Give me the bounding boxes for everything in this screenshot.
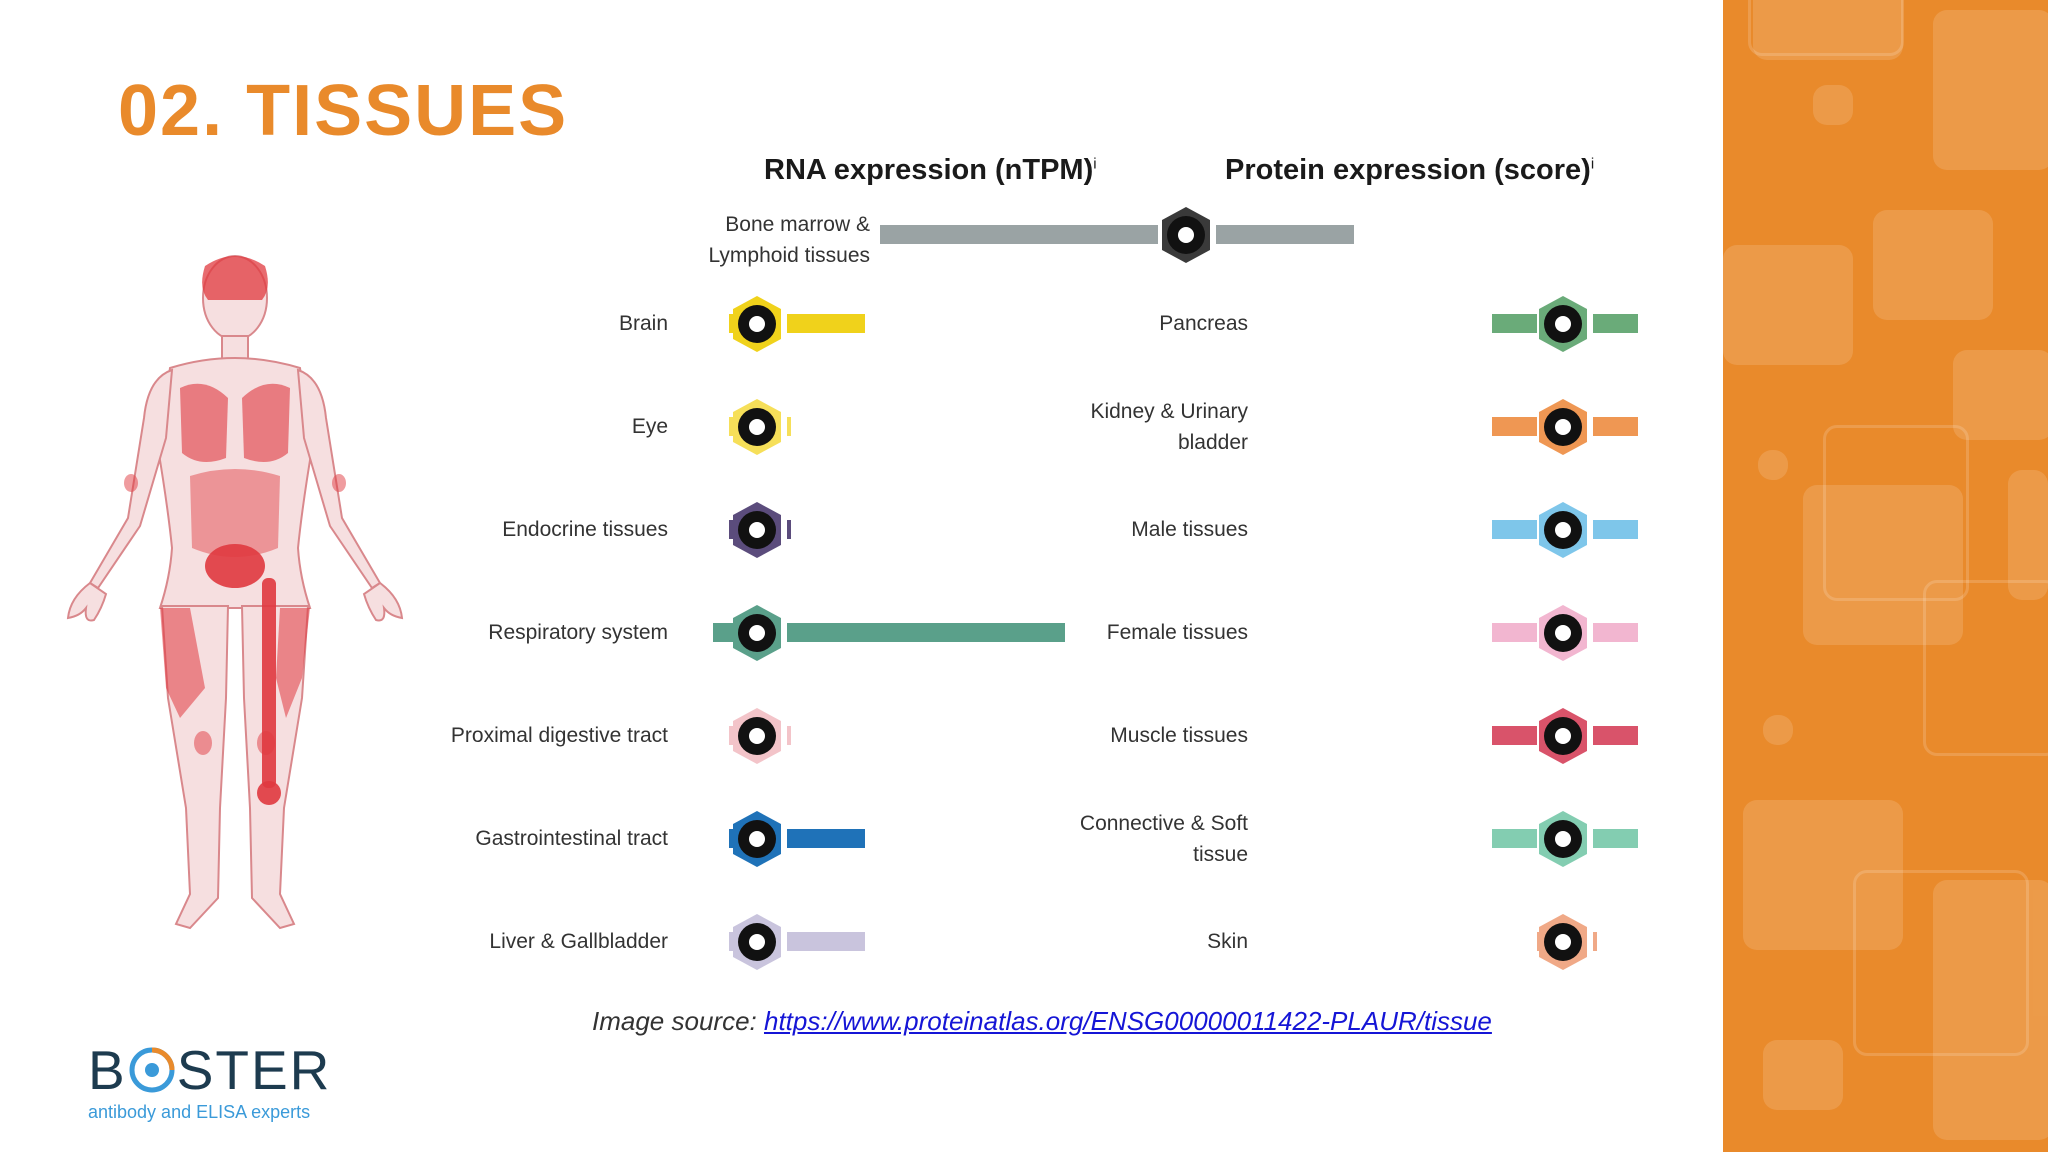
tissue-label-liver-gallbladder: Liver & Gallbladder <box>489 930 668 953</box>
male-tissue-icon <box>1533 500 1593 565</box>
lungs-icon <box>727 603 787 668</box>
protein-bar-left-kidney-urinary <box>1492 417 1537 436</box>
rna-bar-eye <box>787 417 791 436</box>
rna-bar-bone-marrow <box>880 225 1158 244</box>
logo-o-icon <box>129 1047 175 1093</box>
rna-bar-liver-gallbladder <box>787 932 865 951</box>
tissue-label-connective-soft: Connective & Soft tissue <box>1079 812 1248 866</box>
tissue-label-muscle-tissues: Muscle tissues <box>1110 724 1248 747</box>
tissue-label-proximal-digestive-tract: Proximal digestive tract <box>450 724 668 747</box>
image-source-link[interactable]: https://www.proteinatlas.org/ENSG0000001… <box>763 1006 1492 1036</box>
rna-bar-brain <box>787 314 865 333</box>
lymph-node-icon <box>1156 205 1216 270</box>
protein-bar-left-male-tissues <box>1492 520 1537 539</box>
orange-side-panel <box>1723 0 2048 1152</box>
tissue-label-eye: Eye <box>631 415 668 438</box>
protein-bar-connective-soft <box>1593 829 1638 848</box>
eye-icon <box>727 397 787 462</box>
protein-bar-bone-marrow <box>1216 225 1354 244</box>
protein-bar-kidney-urinary <box>1593 417 1638 436</box>
uterus-icon <box>1533 603 1593 668</box>
skin-icon <box>1533 912 1593 977</box>
rna-bar-endocrine-tissues <box>787 520 791 539</box>
rna-bar-respiratory-system <box>787 623 1065 642</box>
tissue-label-male-tissues: Male tissues <box>1131 518 1248 541</box>
tissue-label-endocrine-tissues: Endocrine tissues <box>502 518 668 541</box>
protein-bar-skin <box>1593 932 1597 951</box>
tissue-label-pancreas: Pancreas <box>1159 312 1248 335</box>
image-source-caption: Image source: https://www.proteinatlas.o… <box>592 1006 1492 1036</box>
protein-bar-left-pancreas <box>1492 314 1537 333</box>
protein-bar-female-tissues <box>1593 623 1638 642</box>
human-body-illustration <box>66 255 404 930</box>
connective-tissue-icon <box>1533 809 1593 874</box>
brain-icon <box>727 294 787 359</box>
thyroid-icon <box>727 500 787 565</box>
slide-title: 02. TISSUES <box>118 71 569 151</box>
liver-icon <box>727 912 787 977</box>
rna-expression-header: RNA expression (nTPM)i <box>764 154 1097 186</box>
tissue-label-respiratory-system: Respiratory system <box>488 621 668 644</box>
protein-expression-header: Protein expression (score)i <box>1225 154 1595 186</box>
boster-logo: B STER antibody and ELISA experts <box>88 1039 332 1122</box>
stomach-icon <box>727 809 787 874</box>
mouth-icon <box>727 706 787 771</box>
protein-bar-left-connective-soft <box>1492 829 1537 848</box>
protein-bar-pancreas <box>1593 314 1638 333</box>
tissue-label-skin: Skin <box>1207 930 1248 953</box>
tissue-label-kidney-urinary: Kidney & Urinary bladder <box>1090 400 1248 454</box>
tissue-label-brain: Brain <box>618 312 668 335</box>
protein-bar-left-female-tissues <box>1492 623 1537 642</box>
protein-bar-muscle-tissues <box>1593 726 1638 745</box>
tissue-label-bone-marrow: Bone marrow & Lymphoid tissues <box>708 213 870 267</box>
heart-muscle-icon <box>1533 706 1593 771</box>
tissue-label-female-tissues: Female tissues <box>1106 621 1248 644</box>
pancreas-icon <box>1533 294 1593 359</box>
rna-bar-gastrointestinal-tract <box>787 829 865 848</box>
protein-bar-male-tissues <box>1593 520 1638 539</box>
tissue-label-gastrointestinal-tract: Gastrointestinal tract <box>475 827 668 850</box>
kidney-icon <box>1533 397 1593 462</box>
protein-bar-left-muscle-tissues <box>1492 726 1537 745</box>
rna-bar-proximal-digestive-tract <box>787 726 791 745</box>
